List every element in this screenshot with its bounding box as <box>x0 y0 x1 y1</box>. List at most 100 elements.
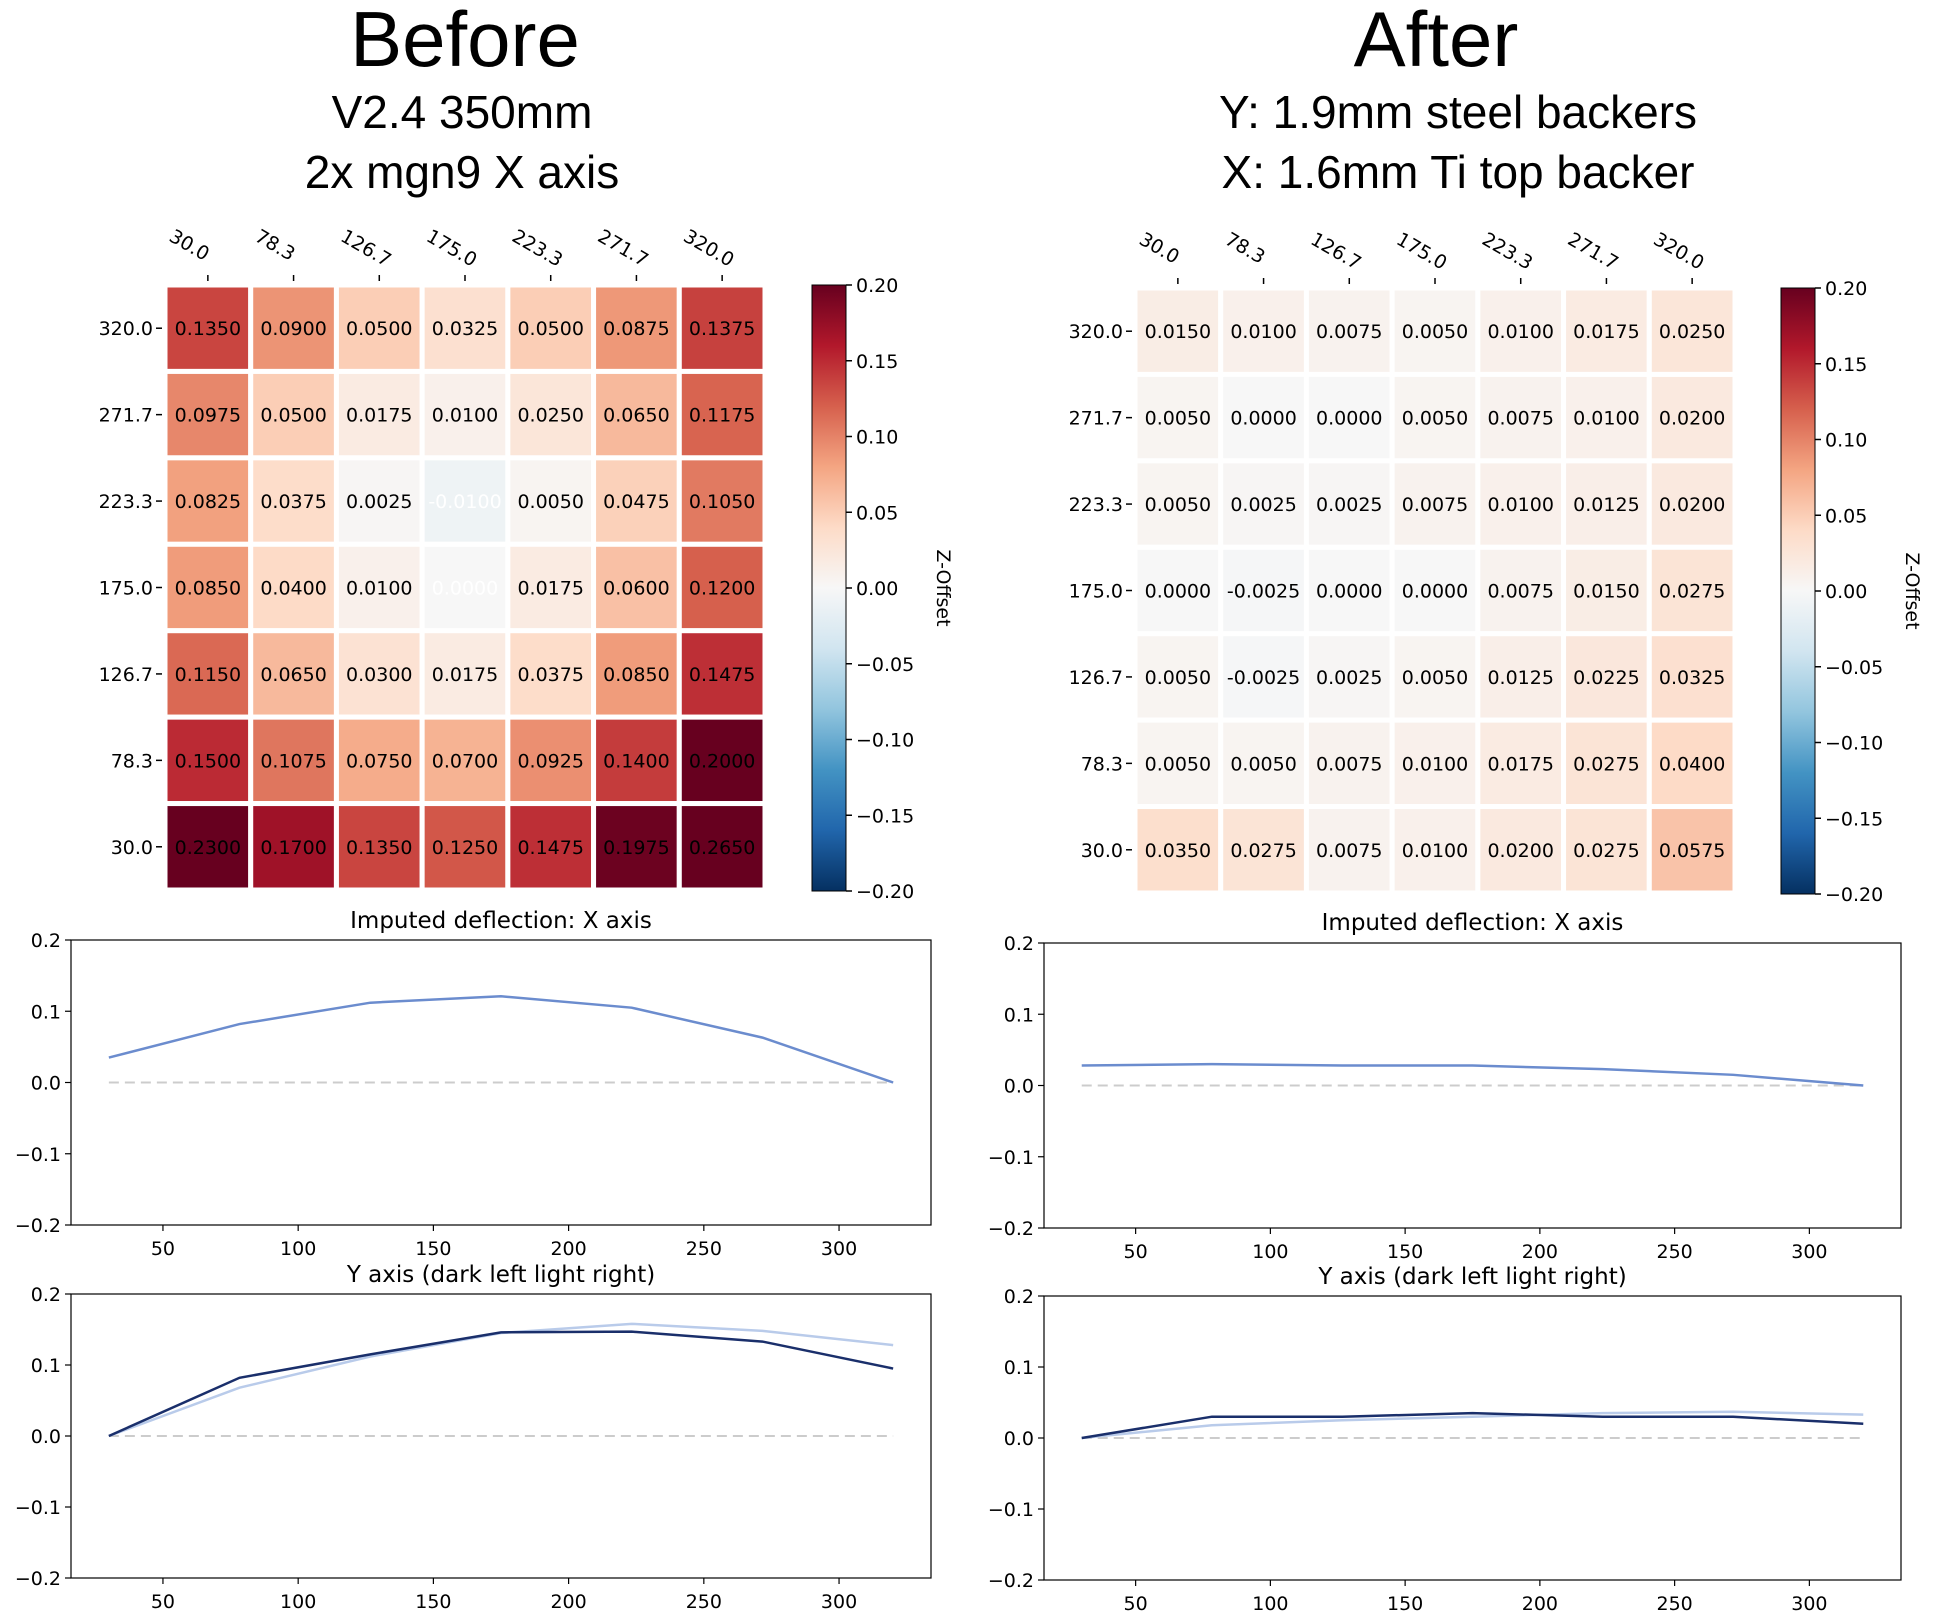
cell-value-label: 0.0200 <box>1659 494 1725 516</box>
colorbar-tick-label: −0.15 <box>856 805 914 827</box>
heatmap-cell <box>333 368 425 461</box>
x-tick-label: 200 <box>550 1591 586 1613</box>
y-tick-label: 0.2 <box>1004 933 1034 955</box>
cell-value-label: 0.0100 <box>432 405 498 427</box>
cell-value-label: 0.1350 <box>346 837 412 859</box>
cell-value-label: 0.0175 <box>1573 321 1639 343</box>
colorbar-tick-label: 0.05 <box>856 502 898 524</box>
heatmap-cell <box>1389 804 1481 896</box>
x-tick-label: 175.0 <box>1393 228 1451 274</box>
y-tick-label: −0.1 <box>988 1147 1034 1169</box>
y-tick-label: 78.3 <box>111 750 153 772</box>
cell-value-label: 0.0325 <box>1659 667 1725 689</box>
heatmap-cell <box>505 801 597 893</box>
cell-value-label: 0.0900 <box>260 318 326 340</box>
cell-value-label: 0.0025 <box>1316 667 1382 689</box>
y-tick-label: −0.2 <box>988 1218 1034 1240</box>
series-line-1 <box>108 1330 894 1438</box>
heatmap-cell <box>1132 804 1224 896</box>
heatmap-cell <box>591 541 682 634</box>
cell-value-label: 0.0100 <box>1487 321 1553 343</box>
cell-value-label: 0.1375 <box>689 318 755 340</box>
colorbar-tick-label: −0.20 <box>856 881 914 903</box>
heatmap-cell <box>248 455 339 547</box>
cell-value-label: 0.0050 <box>1145 667 1211 689</box>
cell-value-label: 0.0500 <box>517 318 583 340</box>
heatmap-cell <box>1561 371 1652 464</box>
colorbar-tick-label: 0.20 <box>1825 278 1867 300</box>
cell-value-label: 0.0825 <box>175 491 241 513</box>
colorbar-label: Z-Offset <box>932 549 954 626</box>
cell-value-label: 0.0325 <box>432 318 498 340</box>
cell-value-label: 0.0050 <box>1145 408 1211 430</box>
cell-value-label: 0.0025 <box>1316 494 1382 516</box>
cell-value-label: 0.0100 <box>1573 408 1639 430</box>
cell-value-label: 0.0400 <box>1659 753 1725 775</box>
cell-value-label: 0.1700 <box>260 837 326 859</box>
cell-value-label: 0.0300 <box>346 664 412 686</box>
y-tick-label: 126.7 <box>99 664 153 686</box>
cell-value-label: 0.0575 <box>1659 840 1725 862</box>
x-tick-label: 50 <box>1124 1593 1148 1615</box>
colorbar-tick-label: −0.10 <box>1825 733 1883 755</box>
y-tick-label: 0.2 <box>31 1284 61 1306</box>
cell-value-label: 0.0100 <box>346 578 412 600</box>
y-tick-label: 223.3 <box>1069 494 1123 516</box>
cell-value-label: 0.1175 <box>689 405 755 427</box>
panel-title-before: Before <box>350 0 580 83</box>
y-tick-label: 0.0 <box>1004 1076 1034 1098</box>
heatmap-after: 0.0150 0.0100 0.0075 0.0050 0.0100 0.0175 0.02… <box>1069 228 1923 906</box>
y-tick-label: −0.2 <box>988 1570 1034 1592</box>
colorbar-label: Z-Offset <box>1901 552 1923 629</box>
cell-value-label: 0.1475 <box>517 837 583 859</box>
cell-value-label: 0.0050 <box>1402 408 1468 430</box>
x-tick-label: 250 <box>1656 1593 1692 1615</box>
x-tick-label: 126.7 <box>337 225 395 271</box>
panel-subtitle-before-2: 2x mgn9 X axis <box>305 146 619 198</box>
y-tick-label: 175.0 <box>1069 581 1123 603</box>
cell-value-label: 0.1200 <box>689 578 755 600</box>
heatmap-before: 0.1350 0.0900 0.0500 0.0325 0.0500 0.0875 0.13… <box>99 225 954 903</box>
x-tick-label: 300 <box>821 1591 857 1613</box>
series-line-0 <box>1081 1062 1864 1087</box>
cell-value-label: 0.0850 <box>603 664 669 686</box>
cell-value-label: 0.0600 <box>603 578 669 600</box>
y-tick-label: 223.3 <box>99 491 153 513</box>
cell-value-label: 0.0050 <box>1230 753 1296 775</box>
colorbar-tick-label: 0.20 <box>856 275 898 297</box>
y-tick-label: 0.0 <box>1004 1428 1034 1450</box>
x-tick-label: 30.0 <box>1135 228 1183 268</box>
x-tick-label: 300 <box>821 1238 857 1260</box>
x-tick-label: 78.3 <box>251 225 299 265</box>
cell-value-label: 0.0050 <box>1145 494 1211 516</box>
cell-value-label: -0.0100 <box>428 491 501 513</box>
heatmap-cell <box>1646 458 1738 550</box>
cell-value-label: 0.0000 <box>1230 408 1296 430</box>
heatmap-cell <box>591 455 682 547</box>
colorbar-tick-label: 0.00 <box>1825 581 1867 603</box>
y-tick-label: 0.2 <box>1004 1286 1034 1308</box>
cell-value-label: 0.0000 <box>1316 408 1382 430</box>
cell-value-label: 0.1075 <box>260 750 326 772</box>
cell-value-label: 0.0025 <box>346 491 412 513</box>
panel-title-after: After <box>1354 0 1519 83</box>
heatmap-cell <box>1132 631 1224 723</box>
cell-value-label: 0.2000 <box>689 750 755 772</box>
y-tick-label: 0.0 <box>31 1073 61 1095</box>
chart-title: Y axis (dark left light right) <box>346 1262 655 1288</box>
cell-value-label: 0.0700 <box>432 750 498 772</box>
x-tick-label: 150 <box>1387 1241 1423 1263</box>
heatmap-cell <box>1475 804 1567 896</box>
x-tick-label: 250 <box>1656 1241 1692 1263</box>
x-tick-label: 150 <box>415 1238 451 1260</box>
x-tick-label: 223.3 <box>508 225 566 271</box>
cell-value-label: 0.0275 <box>1230 840 1296 862</box>
colorbar-tick-label: 0.05 <box>1825 505 1867 527</box>
series-line-0 <box>108 995 894 1084</box>
y-tick-label: 126.7 <box>1069 667 1123 689</box>
heatmap-cell <box>1475 544 1567 637</box>
series-line-0 <box>108 1322 894 1438</box>
cell-value-label: 0.0750 <box>346 750 412 772</box>
heatmap-cell <box>1646 285 1738 377</box>
heatmap-cell <box>1475 631 1567 723</box>
